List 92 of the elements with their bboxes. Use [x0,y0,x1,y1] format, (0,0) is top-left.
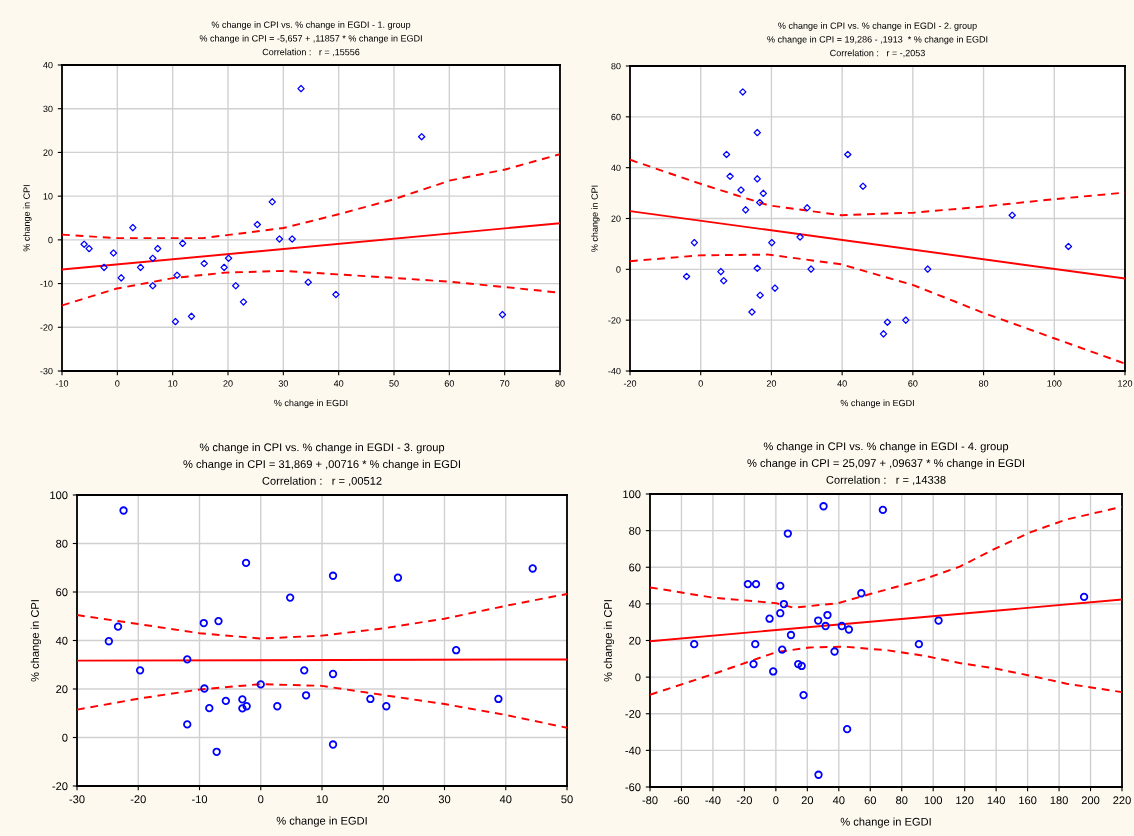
y-tick-label: 40 [611,164,621,172]
x-tick-label: 160 [1019,796,1037,805]
y-tick-label: 0 [62,733,68,742]
x-tick-label: -40 [705,796,721,805]
x-tick-label: -20 [736,796,752,805]
chart-subtitle: % change in CPI = 19,286 - ,1913 * % change in EGDI [767,35,988,45]
y-tick-label: 60 [56,588,68,597]
x-tick-label: 50 [389,380,399,387]
y-tick-label: 80 [611,62,621,70]
chart-subtitle: % change in CPI = 31,869 + ,00716 * % change in EGDI [183,459,460,471]
y-axis-title: % change in CPI [603,600,615,682]
chart-title: % change in CPI vs. % change in EGDI - 4. group [763,442,1009,453]
y-tick-label: -10 [40,280,53,287]
x-tick-label: 180 [1050,796,1068,805]
x-tick-label: 200 [1081,796,1100,805]
y-tick-label: 40 [43,61,53,69]
x-tick-label: 100 [1047,380,1062,387]
x-axis-title: % change in EGDI [840,399,914,408]
y-tick-label: -30 [40,367,53,375]
y-tick-label: -20 [608,317,621,324]
x-tick-label: 40 [333,380,344,387]
x-tick-label: 80 [555,380,565,387]
y-tick-label: 80 [629,526,641,535]
x-tick-label: -80 [642,796,658,805]
x-tick-label: -20 [130,795,146,804]
x-tick-label: 10 [168,380,178,387]
x-tick-label: 120 [1118,380,1133,387]
y-tick-label: 0 [616,266,621,273]
y-tick-label: 0 [48,236,53,244]
y-tick-label: -60 [625,783,641,792]
x-tick-label: 100 [924,796,943,805]
chart-title: % change in CPI vs. % change in EGDI - 3. group [199,443,445,454]
y-tick-label: 30 [43,105,53,113]
x-tick-label: 50 [561,795,573,804]
x-tick-label: -30 [69,795,85,804]
text: Correlation : r = -,2053 [830,49,925,58]
y-tick-label: 0 [635,673,641,682]
chart-title: % change in CPI vs. % change in EGDI - 1. group [211,21,411,30]
x-axis-title: % change in EGDI [274,399,348,408]
x-tick-label: 30 [438,795,451,804]
y-tick-label: 40 [628,600,641,609]
y-tick-label: 100 [50,491,68,500]
x-tick-label: 40 [499,795,512,804]
x-tick-label: 0 [258,795,264,804]
chart-title: % change in CPI vs. % change in EGDI - 2. group [778,22,977,31]
y-tick-label: -40 [608,367,621,375]
y-tick-label: -20 [52,782,68,791]
y-tick-label: 20 [43,149,53,156]
x-tick-label: 20 [766,380,777,387]
y-tick-label: -20 [625,710,641,718]
x-tick-label: 20 [801,796,814,805]
y-tick-label: 20 [611,215,621,222]
text: Correlation : r = ,14338 [826,475,946,486]
y-tick-label: 20 [56,685,68,694]
chart-subtitle: % change in CPI = -5,657 + ,11857 * % change in EGDI [199,34,422,44]
y-tick-label: -40 [625,746,641,755]
x-tick-label: 30 [278,380,288,387]
x-tick-label: 40 [832,796,845,805]
text: Correlation : r = ,15556 [262,48,360,57]
x-tick-label: -10 [191,795,208,804]
x-tick-label: 60 [444,380,454,387]
x-tick-label: 220 [1113,796,1131,805]
x-tick-label: 140 [987,796,1005,805]
y-axis-title: % change in CPI [23,185,32,252]
x-tick-label: -60 [673,796,690,805]
chart-subtitle: % change in CPI = 25,097 + ,09637 * % change in EGDI [747,458,1024,470]
y-tick-label: 20 [629,636,641,645]
y-tick-label: 10 [43,193,53,200]
y-tick-label: 60 [629,563,641,572]
x-tick-label: 20 [377,795,389,804]
x-tick-label: 80 [896,796,908,805]
y-tick-label: 80 [56,539,68,548]
x-tick-label: 40 [837,380,847,387]
x-tick-label: 80 [978,380,989,387]
y-tick-label: 60 [611,113,621,121]
x-axis-title: % change in EGDI [840,817,931,828]
x-tick-label: 60 [908,380,918,387]
x-tick-label: 60 [864,796,877,805]
x-tick-label: 0 [698,380,703,387]
x-tick-label: 0 [115,380,120,387]
x-tick-label: 70 [500,380,510,387]
x-axis-title: % change in EGDI [276,816,367,827]
text: Correlation : r = ,00512 [262,476,382,487]
y-tick-label: 40 [55,636,68,645]
y-axis-title: % change in CPI [30,600,42,682]
y-tick-label: 100 [623,490,641,499]
x-tick-label: 10 [316,795,328,804]
y-axis-title: % change in CPI [591,185,600,252]
x-tick-label: 120 [956,796,974,805]
y-tick-label: -20 [40,324,53,331]
x-tick-label: 20 [223,380,233,387]
x-tick-label: 0 [773,796,779,805]
